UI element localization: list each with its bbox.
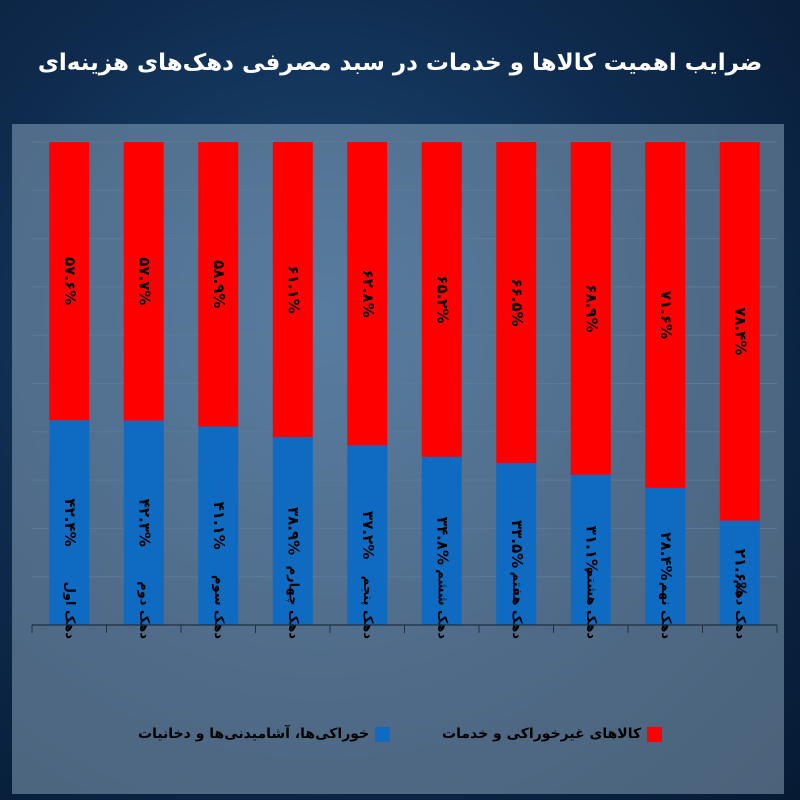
- data-label-food: ۳۳.۵%: [508, 520, 526, 568]
- x-tick-label: دهک چهارم: [285, 566, 300, 640]
- data-label-food: ۳۸.۹%: [284, 507, 302, 555]
- data-label-nonfood: ۵۸.۹%: [210, 260, 228, 308]
- bar-nonfood: [123, 142, 164, 421]
- x-tick-label: دهک دوم: [136, 581, 151, 639]
- data-label-nonfood: ۶۸.۹%: [582, 284, 600, 332]
- data-label-food: ۴۲.۴%: [61, 499, 79, 547]
- data-label-food: ۲۱.۶%: [731, 549, 749, 597]
- data-label-food: ۴۱.۱%: [210, 502, 228, 550]
- data-label-nonfood: ۶۵.۲%: [433, 275, 451, 323]
- data-label-nonfood: ۶۱.۱%: [284, 265, 302, 313]
- legend-item-food: خوراکی‌ها، آشامیدنی‌ها و دخانیات: [138, 724, 391, 744]
- x-tick-label: دهک هفتم: [509, 572, 524, 640]
- data-label-food: ۳۷.۲%: [359, 511, 377, 559]
- bar-nonfood: [570, 142, 611, 475]
- data-label-food: ۳۱.۱%: [582, 526, 600, 574]
- legend-swatch-nonfood: [647, 726, 663, 742]
- data-label-nonfood: ۷۸.۴%: [731, 307, 749, 355]
- bar-food: [421, 456, 462, 625]
- bar-nonfood: [272, 142, 313, 438]
- x-tick-label: دهک دهم: [732, 580, 747, 640]
- x-tick-label: دهک پنجم: [360, 576, 375, 640]
- bar-nonfood: [645, 142, 686, 488]
- bar-food: [645, 487, 686, 625]
- legend-label-food: خوراکی‌ها، آشامیدنی‌ها و دخانیات: [138, 726, 370, 742]
- bar-food: [272, 437, 313, 625]
- bar-nonfood: [49, 142, 90, 421]
- bar-nonfood: [198, 142, 239, 427]
- x-tick-label: دهک نهم: [658, 582, 673, 640]
- bar-nonfood: [719, 142, 760, 521]
- data-label-food: ۴۲.۳%: [135, 499, 153, 547]
- bar-food: [719, 520, 760, 625]
- legend-label-nonfood: کالاهای غیرخوراکی و خدمات: [442, 726, 642, 742]
- x-tick-label: دهک هشتم: [583, 568, 598, 640]
- bar-food: [198, 426, 239, 625]
- bar-food: [123, 420, 164, 625]
- data-label-food: ۳۴.۸%: [433, 517, 451, 565]
- data-label-nonfood: ۵۷.۷%: [135, 257, 153, 305]
- x-tick-label: دهک اول: [62, 582, 77, 640]
- chart-title: ضرایب اهمیت کالاها و خدمات در سبد مصرفی …: [37, 50, 763, 76]
- bar-nonfood: [347, 142, 388, 446]
- legend-swatch-food: [375, 726, 391, 742]
- data-label-nonfood: ۷۱.۶%: [657, 291, 675, 339]
- bar-food: [570, 474, 611, 625]
- data-label-nonfood: ۶۶.۵%: [508, 278, 526, 326]
- x-tick-label: دهک سوم: [211, 575, 226, 639]
- bar-nonfood: [496, 142, 537, 464]
- data-label-food: ۲۸.۴%: [657, 532, 675, 580]
- bar-food: [347, 445, 388, 625]
- bar-food: [496, 463, 537, 625]
- bar-nonfood: [421, 142, 462, 457]
- legend-item-nonfood: کالاهای غیرخوراکی و خدمات: [442, 724, 663, 744]
- data-label-nonfood: ۶۲.۸%: [359, 270, 377, 318]
- bar-food: [49, 420, 90, 625]
- x-tick-label: دهک ششم: [434, 569, 449, 639]
- data-label-nonfood: ۵۷.۶%: [61, 257, 79, 305]
